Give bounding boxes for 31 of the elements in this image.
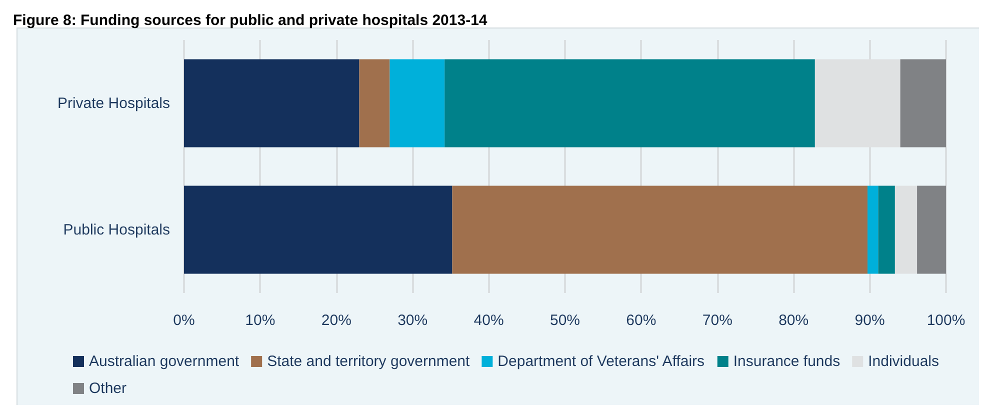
bar bbox=[390, 59, 445, 148]
chart-title: Figure 8: Funding sources for public and private hospitals 2013-14 bbox=[13, 12, 488, 29]
legend-label: Other bbox=[89, 380, 127, 397]
bar bbox=[444, 59, 815, 148]
x-tick-label: 100% bbox=[926, 312, 966, 329]
legend-label: Australian government bbox=[89, 353, 240, 370]
legend-label: Individuals bbox=[868, 353, 939, 370]
x-tick-label: 20% bbox=[321, 312, 352, 329]
bar bbox=[452, 186, 868, 274]
bar bbox=[894, 186, 918, 274]
x-tick-label: 60% bbox=[626, 312, 656, 329]
x-tick-label: 50% bbox=[550, 312, 580, 329]
y-tick-label: Public Hospitals bbox=[63, 221, 170, 238]
x-tick-label: 40% bbox=[474, 312, 504, 329]
legend-label: State and territory government bbox=[267, 353, 471, 370]
y-tick-label: Private Hospitals bbox=[57, 94, 170, 112]
bar bbox=[184, 59, 360, 148]
x-tick-label: 90% bbox=[854, 312, 885, 329]
x-tick-label: 80% bbox=[778, 312, 809, 329]
x-tick-label: 0% bbox=[173, 312, 195, 329]
x-tick-label: 30% bbox=[398, 312, 428, 329]
bar bbox=[359, 59, 390, 148]
legend-label: Insurance funds bbox=[733, 353, 840, 370]
bar bbox=[900, 59, 946, 148]
bar bbox=[868, 186, 878, 274]
bar bbox=[917, 186, 946, 274]
bar bbox=[878, 186, 895, 274]
x-tick-label: 70% bbox=[702, 312, 732, 329]
x-tick-label: 10% bbox=[245, 312, 276, 329]
legend-label: Department of Veterans' Affairs bbox=[498, 353, 705, 370]
bar bbox=[184, 186, 452, 274]
